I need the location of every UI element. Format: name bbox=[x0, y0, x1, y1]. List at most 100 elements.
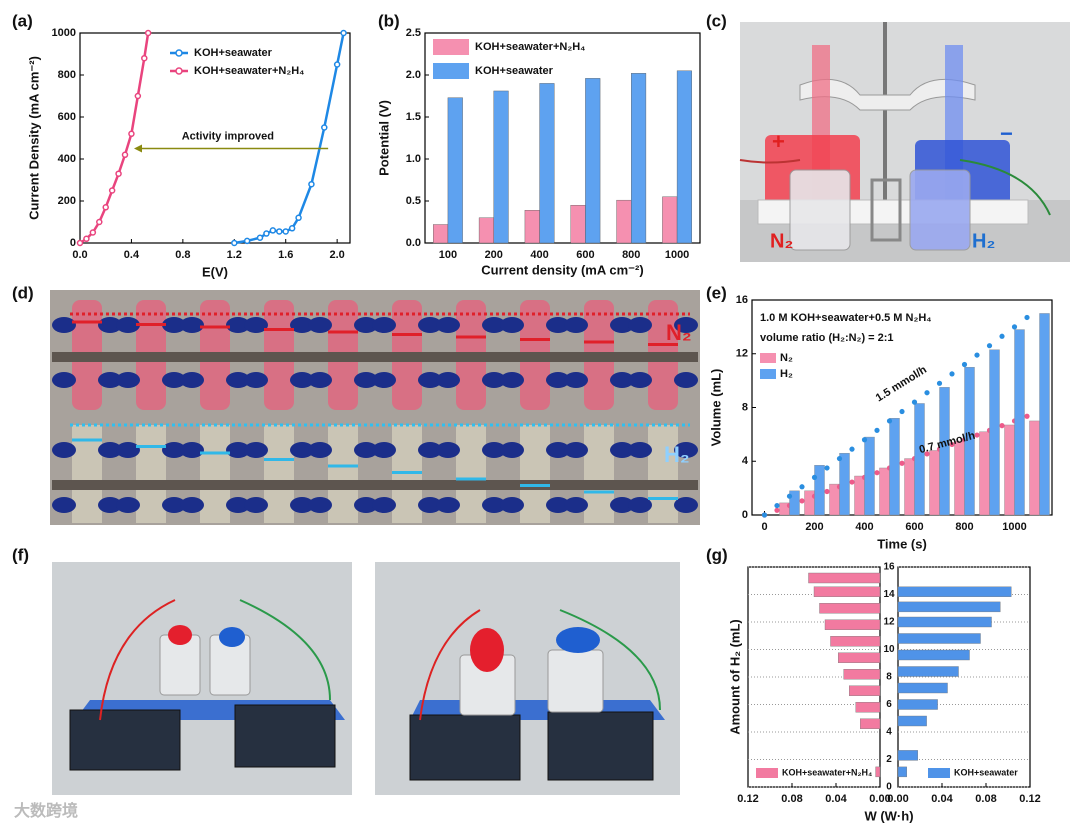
clamp bbox=[226, 372, 250, 388]
clamp bbox=[500, 497, 524, 513]
point bbox=[874, 470, 880, 476]
clamp bbox=[546, 442, 570, 458]
x-tick-label: 0.12 bbox=[737, 793, 758, 805]
point bbox=[811, 474, 818, 480]
bar bbox=[813, 586, 881, 597]
panel-label: (b) bbox=[378, 11, 400, 30]
y-tick-label: 4 bbox=[886, 727, 892, 738]
y-tick-label: 600 bbox=[58, 111, 76, 123]
panel-label: (f) bbox=[12, 545, 29, 564]
x-tick-label: 0.00 bbox=[869, 793, 890, 805]
band bbox=[308, 480, 378, 490]
x-tick-label: 400 bbox=[530, 249, 548, 261]
clamp bbox=[52, 317, 76, 333]
point bbox=[849, 446, 855, 452]
bar bbox=[897, 766, 908, 778]
bar bbox=[570, 204, 586, 244]
y-tick-label: 1000 bbox=[52, 27, 76, 39]
bar bbox=[662, 196, 678, 244]
marker bbox=[96, 218, 103, 226]
marker bbox=[269, 227, 277, 234]
x-tick-label: 0.0 bbox=[72, 249, 87, 261]
y-tick-label: 10 bbox=[883, 644, 895, 655]
y-tick-label: 16 bbox=[736, 294, 748, 306]
clamp bbox=[52, 372, 76, 388]
x-tick-label: 0.04 bbox=[931, 793, 953, 805]
point bbox=[924, 390, 930, 396]
x-tick-label: 400 bbox=[855, 521, 873, 533]
point bbox=[949, 371, 955, 377]
marker bbox=[256, 234, 264, 241]
bar bbox=[879, 467, 890, 516]
clamp bbox=[308, 442, 332, 458]
photo-f bbox=[52, 562, 680, 795]
point bbox=[899, 408, 905, 415]
clamp bbox=[162, 372, 186, 388]
legend-label: KOH+seawater bbox=[475, 65, 554, 77]
x-tick-label: 0.8 bbox=[175, 249, 190, 261]
x-tick-label: 0.12 bbox=[1019, 793, 1040, 805]
bar bbox=[897, 666, 959, 677]
clamp bbox=[308, 317, 332, 333]
marker bbox=[141, 54, 148, 62]
clamp bbox=[354, 372, 378, 388]
tube bbox=[200, 425, 230, 523]
bar bbox=[447, 97, 463, 244]
clamp bbox=[290, 317, 314, 333]
marker bbox=[134, 92, 142, 100]
clamp bbox=[628, 497, 652, 513]
bar bbox=[939, 387, 950, 516]
band bbox=[564, 352, 634, 362]
band bbox=[500, 352, 570, 362]
bar bbox=[839, 452, 850, 516]
point bbox=[974, 432, 980, 438]
clamp bbox=[290, 372, 314, 388]
annotation: 1.0 M KOH+seawater+0.5 M N₂H₄ bbox=[760, 312, 932, 324]
bar bbox=[979, 431, 990, 516]
clamp bbox=[372, 442, 396, 458]
clamp bbox=[98, 497, 122, 513]
point bbox=[1011, 324, 1018, 330]
panel-label: (a) bbox=[12, 11, 33, 30]
photo-text: H₂ bbox=[972, 230, 995, 252]
clamp bbox=[564, 317, 588, 333]
band bbox=[52, 352, 122, 362]
point bbox=[874, 427, 880, 433]
bar bbox=[808, 572, 881, 584]
legend-label: N₂ bbox=[780, 352, 793, 364]
clamp bbox=[610, 497, 634, 513]
bar bbox=[433, 224, 449, 244]
bar bbox=[478, 217, 494, 244]
tube bbox=[584, 425, 614, 523]
point bbox=[949, 441, 955, 448]
legend-swatch bbox=[433, 39, 469, 55]
clamp bbox=[482, 317, 506, 333]
clamp bbox=[290, 442, 314, 458]
bar bbox=[789, 490, 800, 516]
clamp bbox=[500, 442, 524, 458]
bar bbox=[897, 682, 948, 694]
annotation: volume ratio (H₂:N₂) = 2:1 bbox=[760, 332, 894, 344]
point bbox=[1024, 413, 1030, 419]
clamp bbox=[674, 442, 698, 458]
bar bbox=[1039, 313, 1050, 516]
clamp bbox=[436, 497, 460, 513]
clamp bbox=[244, 317, 268, 333]
bar bbox=[814, 465, 825, 516]
clamp bbox=[98, 442, 122, 458]
clamp bbox=[98, 372, 122, 388]
x-tick-label: 0.04 bbox=[825, 793, 847, 805]
bar bbox=[875, 766, 881, 778]
bar bbox=[897, 633, 981, 644]
bar bbox=[1004, 424, 1015, 516]
clamp bbox=[372, 497, 396, 513]
clamp bbox=[290, 497, 314, 513]
tube bbox=[136, 425, 166, 523]
clamp bbox=[482, 372, 506, 388]
clamp bbox=[180, 442, 204, 458]
band bbox=[180, 352, 250, 362]
point bbox=[961, 361, 968, 368]
clamp bbox=[482, 497, 506, 513]
x-axis-label: Current density (mA cm⁻²) bbox=[481, 262, 643, 277]
y-tick-label: 0.0 bbox=[406, 237, 421, 249]
